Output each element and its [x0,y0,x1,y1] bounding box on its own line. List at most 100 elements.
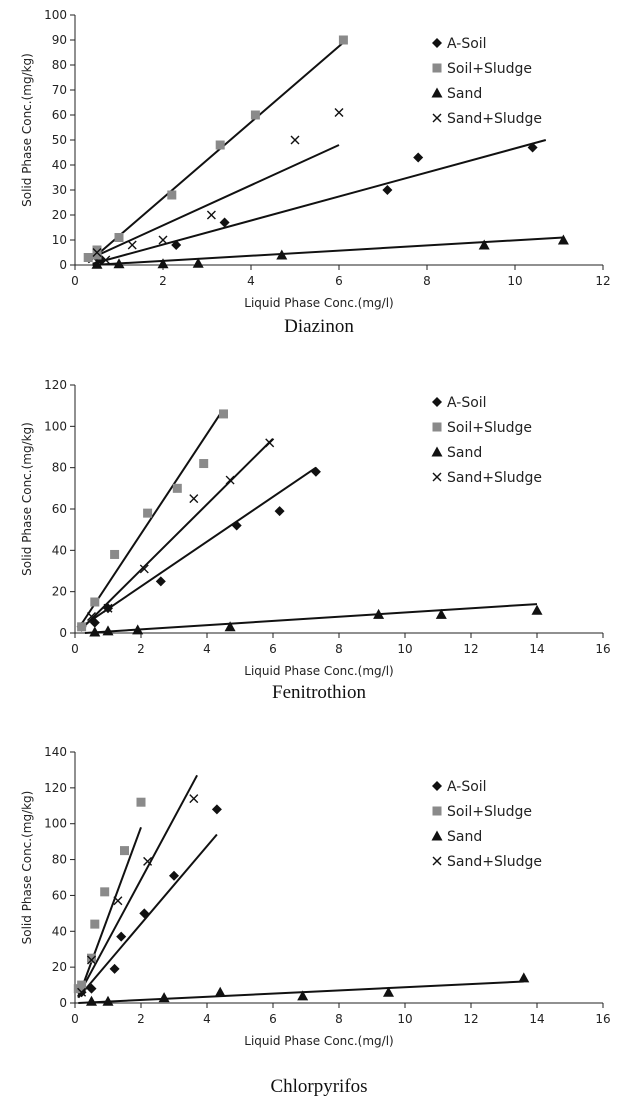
data-point-sand [86,995,97,1006]
y-tick-label: 100 [44,419,67,433]
data-point-soil-sludge [92,250,102,260]
legend-marker-a-soil [432,781,442,791]
x-tick-label: 16 [595,1012,610,1026]
data-point-soil-sludge [215,140,225,150]
legend-marker-sand-sludge [432,113,442,123]
y-tick-label: 20 [52,208,67,222]
x-tick-label: 16 [595,642,610,656]
x-axis-title: Liquid Phase Conc.(mg/l) [244,1034,393,1048]
data-point-sand [276,249,288,260]
data-point-sand-sludge [143,856,153,866]
y-tick-label: 100 [44,8,67,22]
data-point-a-soil [382,185,393,195]
y-tick-label: 80 [52,461,67,475]
legend-label: Sand [447,86,482,102]
y-tick-label: 20 [52,960,67,974]
legend-marker-a-soil [432,38,442,48]
x-axis-title: Liquid Phase Conc.(mg/l) [244,664,393,678]
x-tick-label: 0 [71,642,79,656]
data-point-sand-sludge [158,235,168,245]
data-point-soil-sludge [143,508,153,518]
data-point-sand-sludge [189,494,199,504]
trend-line-a-soil [77,833,218,999]
data-point-soil-sludge [338,35,348,45]
legend-label: Sand [447,445,482,461]
x-tick-label: 8 [335,642,343,656]
data-point-sand-sludge [189,794,199,804]
legend-label: Soil+Sludge [447,61,532,77]
legend: A-Soil Soil+Sludge Sand Sand+Sludge [431,395,542,486]
data-point-soil-sludge [250,110,260,120]
legend-marker-sand [431,830,443,841]
legend-marker-soil-sludge [432,63,442,73]
chart-caption: Chlorpyrifos [270,1076,367,1097]
x-tick-label: 0 [71,274,79,288]
y-tick-label: 10 [52,233,67,247]
data-point-a-soil [89,617,100,628]
data-point-sand [478,239,490,250]
x-tick-label: 8 [423,274,431,288]
data-point-soil-sludge [120,846,129,856]
data-point-sand-sludge [290,135,300,145]
x-tick-label: 2 [137,1012,145,1026]
data-point-a-soil [139,908,150,919]
trend-line-sand-sludge [77,774,198,997]
y-tick-label: 70 [52,83,67,97]
chart-caption: Fenitrothion [272,682,366,703]
legend-label: Sand [447,829,482,845]
data-point-a-soil [155,576,166,587]
y-tick-label: 0 [59,996,67,1010]
data-point-sand [132,624,144,635]
data-point-soil-sludge [90,597,100,607]
data-point-sand-sludge [139,564,149,574]
trend-line-sand [84,603,538,634]
y-axis-title: Solid Phase Conc.(mg/kg) [20,53,34,207]
x-tick-label: 4 [247,274,255,288]
chart-panel-3: 0 20 40 60 80 100 120 140 0 2 4 6 8 10 12 14 16 Liquid Ph… [20,745,611,1097]
data-point-sand [373,608,385,619]
legend-marker-soil-sludge [432,806,442,816]
legend-marker-a-soil [432,397,442,407]
data-point-soil-sludge [90,919,100,929]
y-tick-label: 120 [44,378,67,392]
x-tick-label: 12 [595,274,610,288]
x-tick-label: 2 [137,642,145,656]
data-point-a-soil [219,217,230,228]
data-point-soil-sludge [136,797,146,807]
x-tick-label: 8 [335,1012,343,1026]
data-point-sand [557,234,569,245]
data-point-soil-sludge [83,253,93,262]
x-tick-label: 14 [529,1012,544,1026]
y-axis-title: Solid Phase Conc.(mg/kg) [20,791,34,945]
trend-line-sand-sludge [92,144,340,259]
y-tick-label: 40 [52,924,67,938]
y-tick-label: 100 [44,817,67,831]
y-tick-label: 90 [52,33,67,47]
legend-label: Sand+Sludge [447,111,542,127]
legend: A-Soil Soil+Sludge Sand Sand+Sludge [431,779,542,870]
x-tick-label: 10 [397,1012,412,1026]
data-point-a-soil [310,466,321,477]
data-point-sand-sludge [127,240,137,250]
trend-line-a-soil [92,139,547,265]
data-point-a-soil [171,240,182,250]
legend: A-Soil Soil+Sludge Sand Sand+Sludge [431,36,542,127]
legend-label: A-Soil [447,779,487,795]
x-tick-label: 6 [335,274,343,288]
x-tick-label: 4 [203,642,211,656]
trend-line-sand-sludge [80,438,274,630]
data-point-soil-sludge [167,190,177,200]
data-point-sand [157,258,169,269]
legend-marker-sand-sludge [432,472,442,482]
x-tick-label: 12 [463,642,478,656]
data-point-a-soil [116,931,127,942]
data-point-sand-sludge [77,987,87,997]
data-point-a-soil [527,142,538,153]
data-point-soil-sludge [110,549,120,559]
data-point-a-soil [413,152,424,163]
data-point-soil-sludge [114,233,124,242]
legend-label: Sand+Sludge [447,854,542,870]
x-tick-label: 6 [269,642,277,656]
y-tick-label: 60 [52,888,67,902]
chart-caption: Diazinon [284,316,354,337]
